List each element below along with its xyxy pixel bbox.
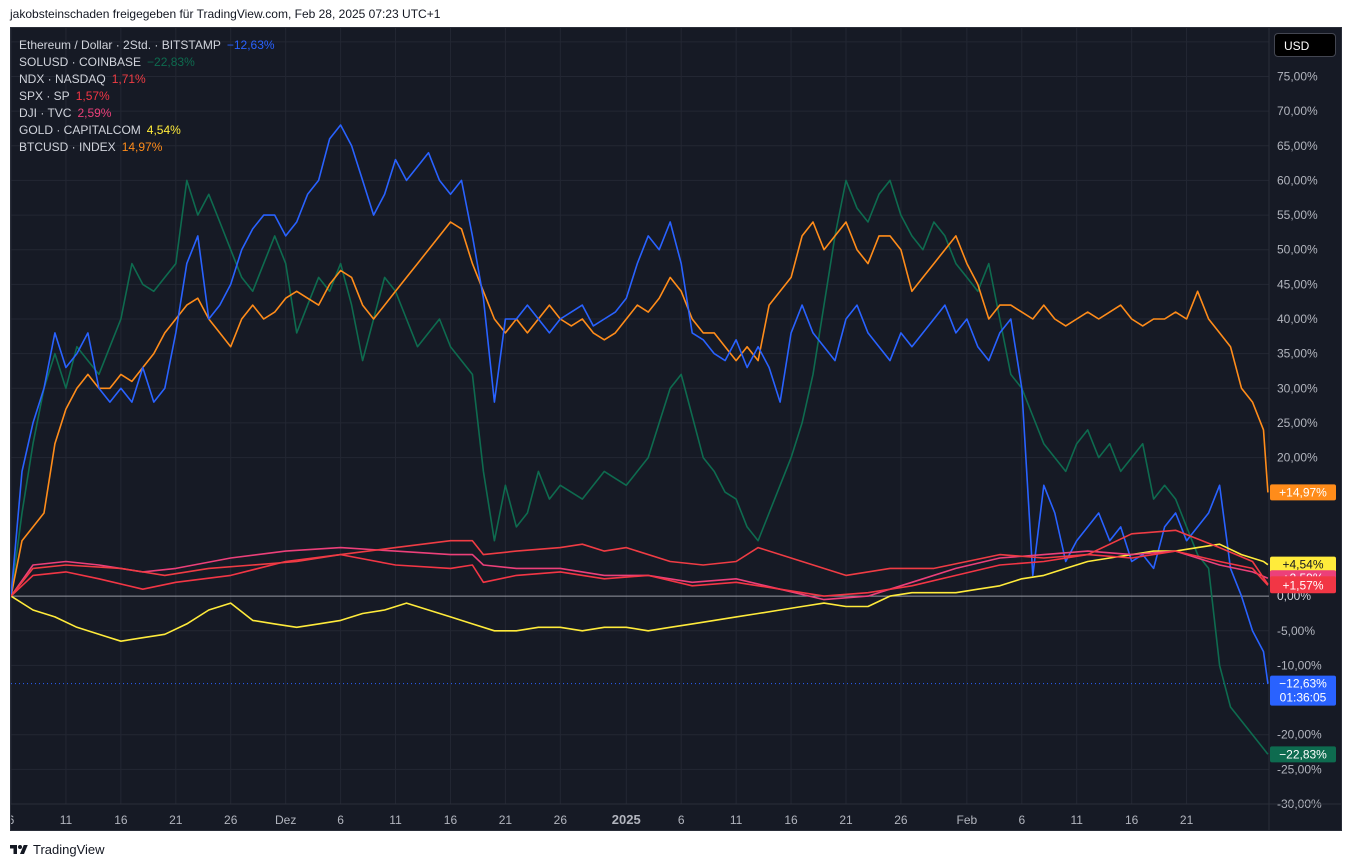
x-tick-label: 16 bbox=[114, 813, 128, 827]
series-line-gold bbox=[11, 543, 1269, 643]
badge-label-gold: +4,54% bbox=[1282, 558, 1323, 572]
tradingview-brand: TradingView bbox=[33, 842, 105, 857]
x-tick-label: 6 bbox=[11, 813, 15, 827]
legend-value-gold: 4,54% bbox=[146, 123, 181, 137]
legend-name-spx: SPX · SP bbox=[19, 89, 70, 103]
legend-row-dji[interactable]: DJI · TVC 2,59% bbox=[19, 105, 275, 122]
legend-row-gold[interactable]: GOLD · CAPITALCOM 4,54% bbox=[19, 122, 275, 139]
x-tick-label: 21 bbox=[1180, 813, 1194, 827]
legend-name-eth: Ethereum / Dollar · 2Std. · BITSTAMP bbox=[19, 38, 221, 52]
badge-label-sol: −22,83% bbox=[1279, 747, 1327, 761]
legend-value-sol: −22,83% bbox=[147, 55, 195, 69]
chart-background bbox=[11, 28, 1341, 830]
x-tick-label: 2025 bbox=[612, 812, 641, 827]
y-tick-label: 55,00% bbox=[1277, 208, 1318, 222]
y-tick-label: 50,00% bbox=[1277, 243, 1318, 257]
x-tick-label: Dez bbox=[275, 813, 296, 827]
y-tick-label: -20,00% bbox=[1277, 728, 1322, 742]
badge-btc bbox=[1270, 484, 1336, 501]
legend: Ethereum / Dollar · 2Std. · BITSTAMP −12,… bbox=[19, 37, 275, 156]
chart-canvas[interactable]: 80,00%75,00%70,00%65,00%60,00%55,00%50,0… bbox=[11, 28, 1342, 831]
y-tick-label: 75,00% bbox=[1277, 70, 1318, 84]
eth-countdown: 01:36:05 bbox=[1280, 691, 1327, 705]
legend-value-btc: 14,97% bbox=[121, 140, 163, 154]
chart-panel[interactable]: 80,00%75,00%70,00%65,00%60,00%55,00%50,0… bbox=[10, 27, 1342, 831]
x-tick-label: 26 bbox=[894, 813, 908, 827]
legend-name-dji: DJI · TVC bbox=[19, 106, 72, 120]
y-tick-label: 45,00% bbox=[1277, 277, 1318, 291]
y-tick-label: 30,00% bbox=[1277, 381, 1318, 395]
x-tick-label: 21 bbox=[169, 813, 183, 827]
series-line-btc bbox=[11, 221, 1269, 597]
x-tick-label: 6 bbox=[1018, 813, 1025, 827]
series-line-sol bbox=[11, 179, 1269, 755]
currency-button[interactable]: USD bbox=[1274, 33, 1336, 57]
tradingview-logo[interactable]: TradingView bbox=[10, 842, 105, 857]
x-tick-label: 21 bbox=[839, 813, 853, 827]
series-line-ndx bbox=[11, 529, 1269, 597]
legend-row-eth[interactable]: Ethereum / Dollar · 2Std. · BITSTAMP −12,… bbox=[19, 37, 275, 54]
y-tick-label: 35,00% bbox=[1277, 347, 1318, 361]
x-tick-label: 16 bbox=[444, 813, 458, 827]
badge-spx bbox=[1270, 577, 1336, 594]
y-tick-label: 65,00% bbox=[1277, 139, 1318, 153]
y-tick-label: 25,00% bbox=[1277, 416, 1318, 430]
series-line-dji bbox=[11, 546, 1269, 601]
legend-value-dji: 2,59% bbox=[77, 106, 112, 120]
legend-row-ndx[interactable]: NDX · NASDAQ 1,71% bbox=[19, 71, 275, 88]
y-tick-label: 60,00% bbox=[1277, 173, 1318, 187]
x-tick-label: 11 bbox=[389, 813, 402, 827]
legend-value-spx: 1,57% bbox=[75, 89, 110, 103]
x-tick-label: Feb bbox=[957, 813, 978, 827]
tradingview-logo-icon bbox=[10, 844, 28, 854]
y-tick-label: -25,00% bbox=[1277, 762, 1322, 776]
y-tick-label: -5,00% bbox=[1277, 624, 1315, 638]
legend-name-btc: BTCUSD · INDEX bbox=[19, 140, 116, 154]
y-tick-label: 20,00% bbox=[1277, 451, 1318, 465]
x-tick-label: 6 bbox=[337, 813, 344, 827]
x-tick-label: 16 bbox=[1125, 813, 1139, 827]
legend-row-sol[interactable]: SOLUSD · COINBASE −22,83% bbox=[19, 54, 275, 71]
legend-row-btc[interactable]: BTCUSD · INDEX 14,97% bbox=[19, 139, 275, 156]
x-tick-label: 11 bbox=[60, 813, 73, 827]
badge-eth bbox=[1270, 675, 1336, 706]
x-tick-label: 11 bbox=[730, 813, 743, 827]
legend-name-gold: GOLD · CAPITALCOM bbox=[19, 123, 141, 137]
x-tick-label: 16 bbox=[784, 813, 798, 827]
y-tick-label: 70,00% bbox=[1277, 104, 1318, 118]
legend-name-sol: SOLUSD · COINBASE bbox=[19, 55, 142, 69]
legend-row-spx[interactable]: SPX · SP 1,57% bbox=[19, 88, 275, 105]
share-caption: jakobsteinschaden freigegeben für Tradin… bbox=[10, 7, 441, 21]
y-tick-label: 40,00% bbox=[1277, 312, 1318, 326]
badge-label-btc: +14,97% bbox=[1279, 485, 1327, 499]
x-tick-label: 11 bbox=[1070, 813, 1083, 827]
badge-sol bbox=[1270, 746, 1336, 763]
x-tick-label: 21 bbox=[499, 813, 513, 827]
y-tick-label: -10,00% bbox=[1277, 658, 1322, 672]
legend-value-ndx: 1,71% bbox=[111, 72, 146, 86]
badge-label-eth: −12,63% bbox=[1279, 677, 1327, 691]
badge-gold bbox=[1270, 556, 1336, 573]
x-tick-label: 26 bbox=[554, 813, 568, 827]
legend-value-eth: −12,63% bbox=[226, 38, 275, 52]
legend-name-ndx: NDX · NASDAQ bbox=[19, 72, 106, 86]
badge-label-spx: +1,57% bbox=[1282, 578, 1323, 592]
x-tick-label: 26 bbox=[224, 813, 238, 827]
x-tick-label: 6 bbox=[678, 813, 685, 827]
